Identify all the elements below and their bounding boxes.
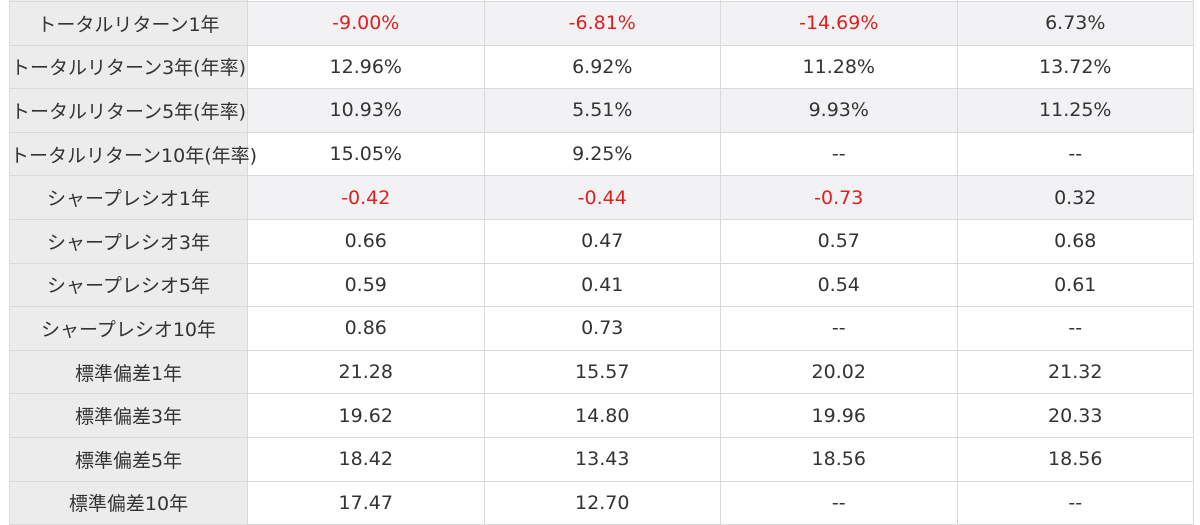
table-row: トータルリターン5年(年率) 10.93% 5.51% 9.93% 11.25% xyxy=(9,88,1194,133)
value-cell: -0.44 xyxy=(483,175,721,220)
row-label: シャープレシオ10年 xyxy=(9,306,248,351)
value-cell: -0.42 xyxy=(247,175,485,220)
row-label: 標準偏差3年 xyxy=(9,393,248,438)
value-cell: 12.70 xyxy=(483,480,721,525)
value-cell: 9.93% xyxy=(720,88,958,133)
table-row: 標準偏差5年 18.42 13.43 18.56 18.56 xyxy=(9,436,1194,482)
row-label: シャープレシオ3年 xyxy=(9,218,248,264)
value-cell: 6.92% xyxy=(483,44,721,90)
value-cell: 18.56 xyxy=(720,436,958,482)
value-cell: 0.86 xyxy=(247,306,485,351)
table-row: トータルリターン10年(年率) 15.05% 9.25% -- -- xyxy=(9,131,1194,177)
value-cell: 18.42 xyxy=(247,436,485,482)
row-label: 標準偏差5年 xyxy=(9,436,248,482)
value-cell: 12.96% xyxy=(247,44,485,90)
value-cell: -14.69% xyxy=(720,1,958,46)
value-cell: 0.61 xyxy=(956,262,1194,308)
top-edge-cell xyxy=(247,0,485,2)
value-cell: 0.68 xyxy=(956,218,1194,264)
value-cell: 20.02 xyxy=(720,349,958,395)
value-cell: 11.28% xyxy=(720,44,958,90)
value-cell: 18.56 xyxy=(956,436,1194,482)
table-row: トータルリターン3年(年率) 12.96% 6.92% 11.28% 13.72% xyxy=(9,44,1194,90)
table-row: トータルリターン1年 -9.00% -6.81% -14.69% 6.73% xyxy=(9,1,1194,46)
row-label: シャープレシオ1年 xyxy=(9,175,248,220)
value-cell: 13.43 xyxy=(483,436,721,482)
row-label: トータルリターン1年 xyxy=(9,1,248,46)
value-cell: 0.32 xyxy=(956,175,1194,220)
row-label: 標準偏差1年 xyxy=(9,349,248,395)
value-cell: 11.25% xyxy=(956,88,1194,133)
value-cell: 5.51% xyxy=(483,88,721,133)
table-row: 標準偏差1年 21.28 15.57 20.02 21.32 xyxy=(9,349,1194,395)
table-row: 標準偏差10年 17.47 12.70 -- -- xyxy=(9,480,1194,525)
value-cell: 0.57 xyxy=(720,218,958,264)
row-label: トータルリターン3年(年率) xyxy=(9,44,248,90)
value-cell: 9.25% xyxy=(483,131,721,177)
top-edge-cell xyxy=(956,0,1194,2)
fund-stats-table: トータルリターン1年 -9.00% -6.81% -14.69% 6.73% トータルリタ… xyxy=(9,0,1194,525)
top-edge-label-cell xyxy=(9,0,248,2)
value-cell: 0.66 xyxy=(247,218,485,264)
value-cell: 19.96 xyxy=(720,393,958,438)
value-cell: 0.41 xyxy=(483,262,721,308)
value-cell: 6.73% xyxy=(956,1,1194,46)
table-row: シャープレシオ1年 -0.42 -0.44 -0.73 0.32 xyxy=(9,175,1194,220)
value-cell: 19.62 xyxy=(247,393,485,438)
table-row: シャープレシオ3年 0.66 0.47 0.57 0.68 xyxy=(9,218,1194,264)
value-cell: -- xyxy=(720,306,958,351)
value-cell: -- xyxy=(720,480,958,525)
value-cell: 0.47 xyxy=(483,218,721,264)
table-row: 標準偏差3年 19.62 14.80 19.96 20.33 xyxy=(9,393,1194,438)
value-cell: 15.57 xyxy=(483,349,721,395)
value-cell: 17.47 xyxy=(247,480,485,525)
table-row: シャープレシオ10年 0.86 0.73 -- -- xyxy=(9,306,1194,351)
value-cell: 15.05% xyxy=(247,131,485,177)
value-cell: -9.00% xyxy=(247,1,485,46)
value-cell: 0.73 xyxy=(483,306,721,351)
value-cell: 14.80 xyxy=(483,393,721,438)
value-cell: -6.81% xyxy=(483,1,721,46)
row-label: トータルリターン10年(年率) xyxy=(9,131,257,177)
value-cell: -- xyxy=(956,480,1194,525)
value-cell: 0.59 xyxy=(247,262,485,308)
value-cell: 20.33 xyxy=(956,393,1194,438)
value-cell: -- xyxy=(956,306,1194,351)
table-top-edge-row xyxy=(9,0,1194,2)
value-cell: -- xyxy=(720,131,958,177)
value-cell: 10.93% xyxy=(247,88,485,133)
value-cell: 21.32 xyxy=(956,349,1194,395)
fund-stats-table-wrapper: トータルリターン1年 -9.00% -6.81% -14.69% 6.73% トータルリタ… xyxy=(9,0,1194,525)
value-cell: -0.73 xyxy=(720,175,958,220)
table-body: トータルリターン1年 -9.00% -6.81% -14.69% 6.73% トータルリタ… xyxy=(9,0,1194,525)
value-cell: -- xyxy=(956,131,1194,177)
value-cell: 21.28 xyxy=(247,349,485,395)
row-label: トータルリターン5年(年率) xyxy=(9,88,248,133)
table-row: シャープレシオ5年 0.59 0.41 0.54 0.61 xyxy=(9,262,1194,308)
value-cell: 0.54 xyxy=(720,262,958,308)
row-label: 標準偏差10年 xyxy=(9,480,248,525)
row-label: シャープレシオ5年 xyxy=(9,262,248,308)
value-cell: 13.72% xyxy=(956,44,1194,90)
